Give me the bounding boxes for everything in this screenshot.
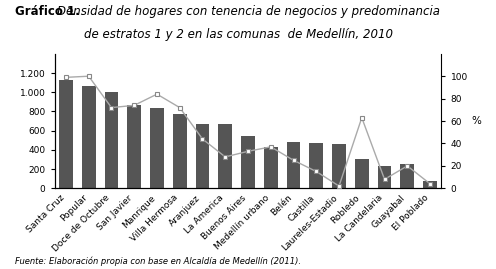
Bar: [195, 124, 209, 188]
Bar: [355, 158, 369, 188]
Bar: [173, 114, 186, 188]
Y-axis label: %: %: [471, 116, 481, 126]
Bar: [264, 147, 278, 188]
Bar: [400, 164, 414, 188]
Bar: [105, 92, 118, 188]
Bar: [332, 144, 346, 188]
Text: Densidad de hogares con tenencia de negocios y predominancia: Densidad de hogares con tenencia de nego…: [57, 5, 440, 18]
Bar: [241, 136, 255, 188]
Text: de estratos 1 y 2 en las comunas  de Medellín, 2010: de estratos 1 y 2 en las comunas de Mede…: [84, 28, 393, 41]
Text: Gráfico 1.: Gráfico 1.: [15, 5, 80, 18]
Bar: [378, 166, 391, 188]
Text: Fuente: Elaboración propia con base en Alcaldía de Medellín (2011).: Fuente: Elaboración propia con base en A…: [15, 257, 301, 266]
Bar: [310, 143, 323, 188]
Bar: [127, 105, 141, 188]
Bar: [423, 180, 437, 188]
Bar: [59, 80, 73, 188]
Bar: [82, 86, 96, 188]
Bar: [287, 142, 301, 188]
Bar: [150, 108, 164, 188]
Bar: [218, 124, 232, 188]
